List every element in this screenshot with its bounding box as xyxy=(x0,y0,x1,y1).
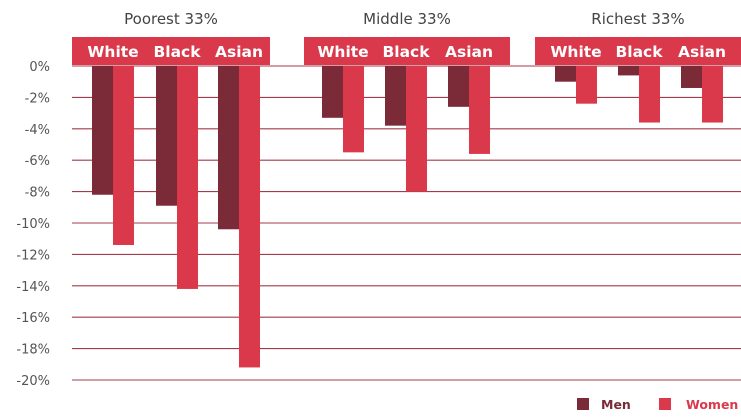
category-label: White xyxy=(550,43,601,61)
y-tick-label: -16% xyxy=(16,311,50,326)
bar-women xyxy=(469,66,490,154)
category-label: Black xyxy=(382,43,430,61)
bar-women xyxy=(113,66,134,245)
legend-swatch xyxy=(577,398,589,410)
group-header-band xyxy=(304,37,510,65)
bar-men xyxy=(92,66,113,195)
category-label: Asian xyxy=(445,43,493,61)
legend-label: Women xyxy=(686,397,738,412)
category-label: Black xyxy=(615,43,663,61)
group-title: Poorest 33% xyxy=(124,10,218,28)
bar-women xyxy=(343,66,364,153)
legend-swatch xyxy=(659,398,671,410)
category-label: Black xyxy=(153,43,201,61)
bar-men xyxy=(322,66,343,118)
y-tick-label: -2% xyxy=(25,91,50,106)
group-title: Middle 33% xyxy=(363,10,451,28)
bar-women xyxy=(702,66,723,123)
bar-men xyxy=(618,66,639,76)
bar-men xyxy=(681,66,702,88)
category-label: Asian xyxy=(678,43,726,61)
y-tick-label: -18% xyxy=(16,343,50,358)
group-title: Richest 33% xyxy=(591,10,684,28)
category-label: White xyxy=(87,43,138,61)
legend-label: Men xyxy=(601,397,631,412)
group-header-band xyxy=(535,37,741,65)
y-tick-label: -8% xyxy=(25,186,50,201)
bar-men xyxy=(218,66,239,230)
bar-women xyxy=(576,66,597,104)
bar-men xyxy=(448,66,469,107)
bar-men xyxy=(555,66,576,82)
bar-women xyxy=(406,66,427,192)
y-tick-label: -12% xyxy=(16,248,50,263)
category-label: Asian xyxy=(215,43,263,61)
group-header-band xyxy=(72,37,270,65)
y-tick-label: -20% xyxy=(16,374,50,389)
y-tick-label: 0% xyxy=(29,60,50,75)
y-tick-label: -14% xyxy=(16,280,50,295)
y-tick-label: -10% xyxy=(16,217,50,232)
bar-women xyxy=(177,66,198,289)
bar-men xyxy=(385,66,406,126)
bar-men xyxy=(156,66,177,206)
y-tick-label: -6% xyxy=(25,154,50,169)
y-tick-label: -4% xyxy=(25,123,50,138)
bar-women xyxy=(639,66,660,123)
category-label: White xyxy=(317,43,368,61)
bar-women xyxy=(239,66,260,368)
